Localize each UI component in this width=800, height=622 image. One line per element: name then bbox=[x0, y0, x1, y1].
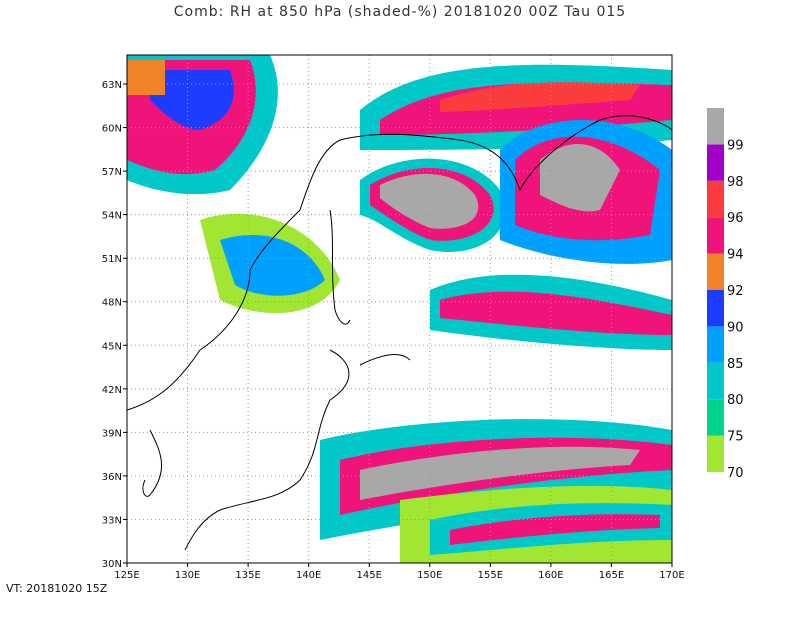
lon-tick-label: 130E bbox=[175, 570, 200, 581]
valid-time: VT: 20181020 15Z bbox=[6, 582, 108, 595]
colorbar-swatch bbox=[707, 399, 724, 436]
colorbar-swatch bbox=[707, 180, 724, 218]
coastlines bbox=[127, 115, 672, 551]
lon-tick-label: 160E bbox=[538, 570, 563, 581]
lat-tick-label: 51N bbox=[102, 254, 122, 265]
colorbar-swatch bbox=[707, 108, 724, 145]
colorbar-swatch bbox=[707, 253, 724, 290]
lat-tick-label: 57N bbox=[102, 167, 122, 178]
lat-tick-label: 36N bbox=[102, 472, 122, 483]
lat-tick-label: 33N bbox=[102, 515, 122, 526]
colorbar-label: 85 bbox=[727, 357, 744, 372]
colorbar-label: 98 bbox=[727, 175, 744, 190]
colorbar-swatch bbox=[707, 217, 724, 254]
colorbar-swatch bbox=[707, 362, 724, 400]
lon-tick-label: 145E bbox=[357, 570, 382, 581]
lon-tick-label: 155E bbox=[478, 570, 503, 581]
map-frame bbox=[126, 54, 673, 564]
colorbar-label: 99 bbox=[727, 138, 744, 153]
lon-tick-label: 135E bbox=[235, 570, 260, 581]
colorbar-swatch bbox=[707, 144, 724, 181]
colorbar-label: 80 bbox=[727, 393, 744, 408]
colorbar-swatch bbox=[707, 326, 724, 363]
colorbar-swatch bbox=[707, 290, 724, 327]
lat-tick-label: 60N bbox=[102, 124, 122, 135]
colorbar-label: 75 bbox=[727, 430, 744, 445]
colorbar-label: 96 bbox=[727, 211, 744, 226]
lon-tick-label: 170E bbox=[659, 570, 684, 581]
lat-tick-label: 45N bbox=[102, 341, 122, 352]
rh-field bbox=[127, 55, 672, 563]
lon-tick-label: 140E bbox=[296, 570, 321, 581]
lat-tick-label: 42N bbox=[102, 385, 122, 396]
colorbar-label: 90 bbox=[727, 320, 744, 335]
lat-tick-label: 48N bbox=[102, 298, 122, 309]
lat-tick-label: 63N bbox=[102, 80, 122, 91]
colorbar-swatch bbox=[707, 435, 724, 472]
lon-tick-label: 165E bbox=[599, 570, 624, 581]
colorbar-label: 92 bbox=[727, 284, 744, 299]
colorbar-label: 70 bbox=[727, 466, 744, 481]
colorbar-label: 94 bbox=[727, 248, 744, 263]
lat-tick-label: 39N bbox=[102, 428, 122, 439]
lat-tick-label: 30N bbox=[102, 559, 122, 570]
lat-tick-label: 54N bbox=[102, 211, 122, 222]
title: Comb: RH at 850 hPa (shaded-%) 20181020 … bbox=[174, 4, 626, 20]
lon-tick-label: 125E bbox=[114, 570, 139, 581]
lon-tick-label: 150E bbox=[417, 570, 442, 581]
